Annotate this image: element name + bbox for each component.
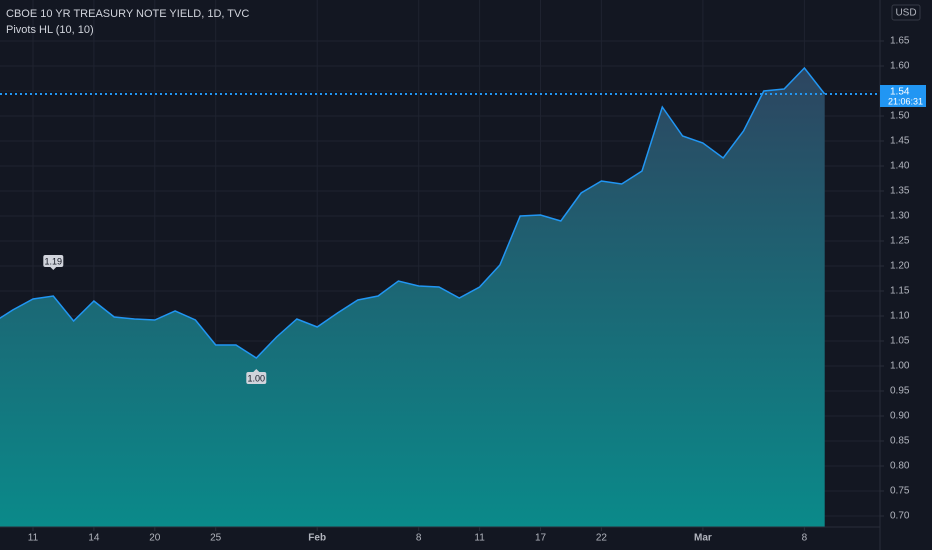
currency-box [891, 4, 921, 21]
pivot-label: 1.19 [45, 256, 63, 266]
pivot-pointer [50, 267, 57, 270]
y-tick-label: 0.75 [890, 486, 910, 497]
pivot-label: 1.00 [248, 373, 266, 383]
x-tick-label: 11 [28, 533, 39, 544]
y-tick-label: 1.25 [890, 236, 910, 247]
y-tick-label: 1.45 [890, 136, 910, 147]
x-tick-label: Mar [694, 533, 712, 544]
y-tick-label: 0.90 [890, 411, 910, 422]
y-tick-label: 1.15 [890, 286, 910, 297]
currency: USD [895, 8, 916, 19]
pivot-box [43, 255, 64, 267]
y-tick-label: 1.60 [890, 61, 910, 72]
chart-title: CBOE 10 YR TREASURY NOTE YIELD, 1D, TVC [6, 8, 249, 20]
y-tick-label: 0.70 [890, 511, 910, 522]
line [0, 66, 826, 359]
x-tick-label: Feb [308, 533, 326, 544]
y-tick-label: 1.05 [890, 336, 910, 347]
axes: 0.70 0.75 0.80 0.85 0.90 0.95 1.00 1.05 1.10 1.15… [28, 36, 926, 544]
last-price-box [880, 85, 926, 107]
countdown: 21:06:31 [888, 96, 923, 106]
x-tick-label: 8 [802, 533, 808, 544]
y-tick-label: 0.85 [890, 436, 910, 447]
x-tick-label: 17 [535, 533, 547, 544]
y-tick-label: 1.40 [890, 161, 910, 172]
x-tick-label: 20 [149, 533, 161, 544]
y-tick-label: 1.30 [890, 211, 910, 222]
last-price-label: 1.54 [890, 87, 910, 98]
y-tick-label: 1.50 [890, 111, 910, 122]
pivot-box [246, 372, 267, 384]
pivot-pointer [253, 369, 260, 372]
x-tick-label: 25 [210, 533, 222, 544]
x-tick-label: 14 [88, 533, 100, 544]
plot: 1.19 1.00 [0, 66, 880, 527]
y-tick-label: 1.10 [890, 311, 910, 322]
y-tick-label: 1.65 [890, 36, 910, 47]
x-tick-label: 22 [596, 533, 608, 544]
indicator-name: Pivots HL (10, 10) [6, 24, 94, 36]
y-tick-label: 1.20 [890, 261, 910, 272]
x-tick-label: 8 [416, 533, 422, 544]
y-tick-label: 0.80 [890, 461, 910, 472]
area [0, 68, 825, 527]
y-tick-label: 1.00 [890, 361, 910, 372]
y-tick-label: 0.95 [890, 386, 910, 397]
y-tick-label: 1.35 [890, 186, 910, 197]
x-tick-label: 11 [474, 533, 485, 544]
